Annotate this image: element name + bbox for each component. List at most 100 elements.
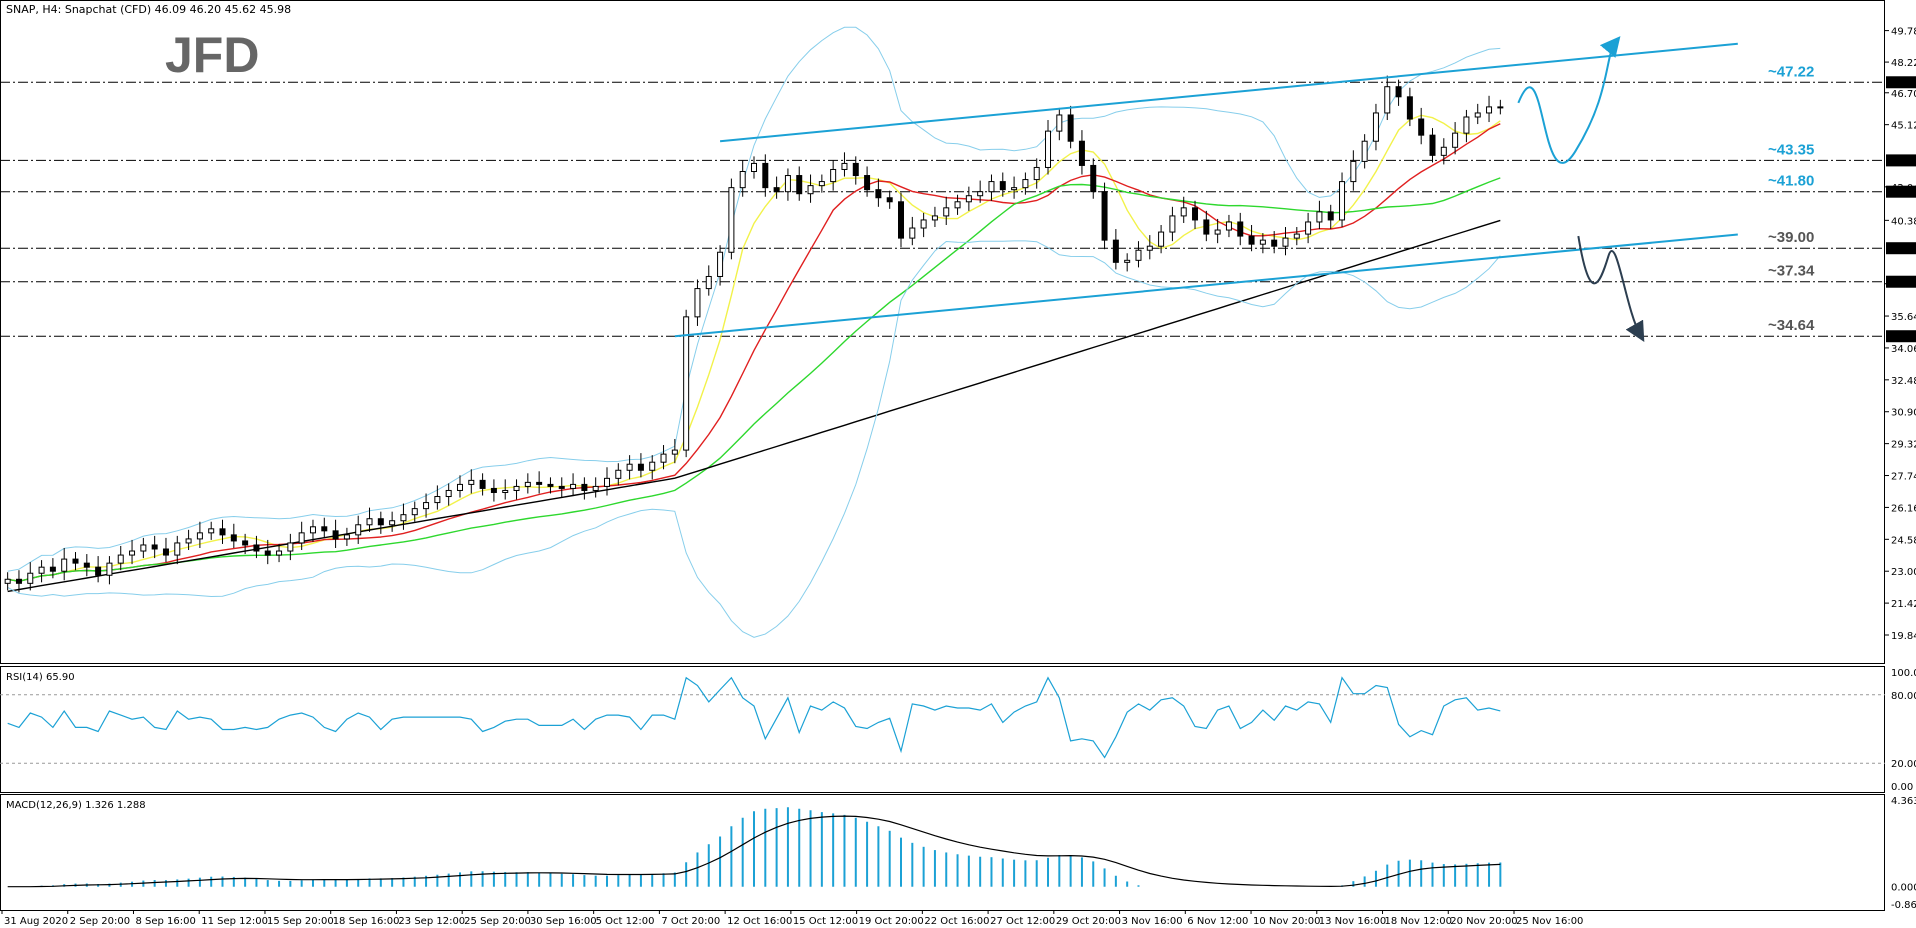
x-tick-label: 8 Sep 16:00	[135, 916, 195, 927]
candle-body	[1045, 130, 1052, 168]
candle-body	[524, 481, 531, 487]
candle-body	[898, 201, 905, 239]
candle-body	[739, 171, 746, 189]
level-label: ~34.64	[1768, 317, 1815, 334]
candle-body	[909, 227, 916, 239]
channel-upper	[719, 42, 1738, 143]
candle-body	[117, 554, 124, 564]
candle-body	[965, 195, 972, 203]
x-tick-label: 23 Sep 12:00	[398, 916, 465, 927]
rsi-label: RSI(14) 65.90	[6, 672, 75, 683]
candle-body	[615, 469, 622, 479]
y-tick-label: 26.16	[1891, 503, 1916, 514]
candle-body	[389, 520, 396, 526]
candle-body	[27, 572, 34, 584]
candle-body	[603, 477, 610, 487]
candle-body	[1112, 239, 1119, 263]
price-tag-label: 43.35	[1889, 156, 1916, 167]
candle-body	[1429, 134, 1436, 156]
candle-body	[626, 463, 633, 471]
candle-body	[513, 485, 520, 491]
rsi-tick-label: 80.00	[1891, 691, 1916, 702]
candle-body	[1305, 221, 1312, 235]
candle-body	[592, 485, 599, 491]
candle-body	[751, 162, 757, 173]
price-tag	[1886, 330, 1916, 343]
x-tick-label: 12 Oct 16:00	[727, 916, 792, 927]
x-tick-label: 18 Nov 12:00	[1385, 916, 1452, 927]
candle-body	[581, 483, 588, 491]
macd-tick-label: -0.868	[1891, 900, 1916, 911]
candle-body	[1067, 114, 1074, 142]
level-label: ~39.00	[1768, 229, 1814, 246]
candle-body	[660, 453, 667, 463]
candle-body	[1033, 166, 1040, 181]
price-tag-label: 34.64	[1889, 332, 1916, 343]
candle-body	[1452, 132, 1459, 148]
level-label: ~41.80	[1768, 173, 1814, 190]
candle-body	[1101, 191, 1108, 241]
candle-body	[400, 514, 407, 522]
candle-body	[1146, 245, 1153, 251]
rsi-indicator: RSI(14) 65.90 100.00 80.00 20.00 0.00	[0, 668, 1916, 793]
candle-body	[920, 219, 927, 229]
candle-body	[1169, 215, 1176, 233]
price-tag	[1886, 275, 1916, 288]
candle-body	[999, 181, 1006, 191]
candle-body	[253, 544, 260, 552]
candle-body	[1463, 116, 1470, 134]
y-tick-label: 48.22	[1891, 58, 1916, 69]
candle-body	[784, 175, 791, 193]
macd-signal-line	[7, 815, 1501, 888]
macd-indicator: MACD(12,26,9) 1.326 1.288 4.363 0.000 -0.86…	[6, 796, 1916, 911]
candle-body	[875, 189, 882, 199]
candle-body	[1361, 140, 1368, 162]
candle-body	[287, 542, 294, 552]
x-tick-label: 25 Nov 16:00	[1516, 916, 1583, 927]
bearish-scenario-arrow	[1577, 235, 1645, 342]
candle-body	[886, 197, 893, 203]
candle-body	[536, 481, 543, 485]
candle-body	[1486, 106, 1493, 114]
candle-body	[558, 485, 565, 489]
candle-body	[717, 251, 724, 277]
price-tag	[1886, 154, 1916, 167]
level-label: ~43.35	[1768, 141, 1814, 158]
candle-body	[343, 534, 350, 540]
candle-body	[219, 528, 226, 536]
candle-body	[852, 162, 859, 177]
candle-body	[1327, 211, 1334, 221]
ma-slow-line	[7, 177, 1501, 583]
bullish-scenario-arrow	[1517, 36, 1621, 164]
candle-body	[83, 562, 90, 568]
symbol-header: SNAP, H4: Snapchat (CFD) 46.09 46.20 45.…	[6, 3, 291, 16]
y-tick-label: 46.70	[1891, 89, 1916, 100]
candle-body	[1011, 187, 1018, 191]
candle-body	[4, 578, 11, 584]
candle-body	[931, 215, 938, 221]
candle-body	[1293, 233, 1300, 239]
x-tick-label: 19 Oct 20:00	[859, 916, 924, 927]
candle-body	[671, 449, 678, 455]
candle-body	[445, 489, 452, 498]
rsi-tick-label: 100.00	[1891, 668, 1916, 679]
x-tick-label: 20 Nov 20:00	[1450, 916, 1517, 927]
candle-body	[954, 201, 961, 209]
candle-body	[818, 181, 825, 187]
rsi-tick-label: 0.00	[1891, 782, 1913, 793]
price-tag	[1886, 185, 1916, 198]
candle-body	[95, 566, 102, 576]
x-tick-label: 13 Nov 16:00	[1319, 916, 1386, 927]
x-tick-label: 5 Oct 12:00	[596, 916, 655, 927]
candle-body	[411, 508, 418, 516]
candle-body	[377, 518, 384, 526]
candle-body	[321, 526, 328, 532]
y-tick-label: 35.64	[1891, 312, 1916, 323]
candle-body	[72, 558, 79, 564]
candle-body	[637, 463, 644, 471]
x-tick-label: 29 Oct 20:00	[1056, 916, 1121, 927]
candle-body	[1022, 179, 1029, 189]
candle-body	[129, 550, 136, 556]
price-tag-label: 37.24	[1889, 278, 1916, 289]
